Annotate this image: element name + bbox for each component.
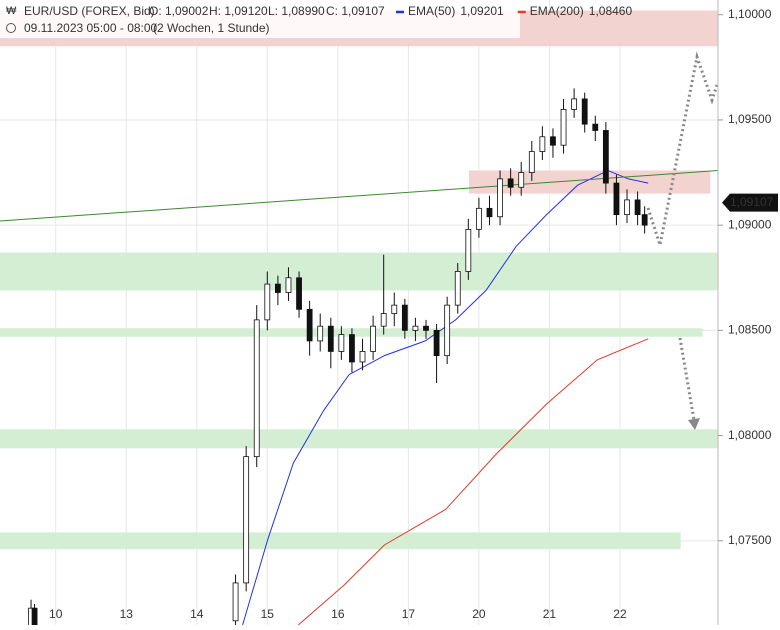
candle-body: [613, 182, 620, 216]
candle-body: [264, 283, 271, 321]
candle-body: [465, 228, 472, 272]
x-tick-label: 10: [49, 607, 63, 621]
candle-body: [423, 325, 429, 331]
ohlc-label: H: 1,09120: [209, 4, 268, 18]
line: [297, 338, 649, 625]
candle-body: [592, 123, 599, 131]
x-tick-label: 15: [261, 607, 275, 621]
zone: [0, 252, 718, 291]
candle-body: [486, 207, 493, 218]
marks: [0, 88, 718, 625]
legend: EMA(50) 1,09201 EMA(200) 1,08460: [396, 4, 632, 18]
axis: 1,07500 1,08000 1,08500 1,09000 1,09500 1,100…: [49, 7, 778, 621]
x-tick-label: 20: [472, 607, 486, 621]
candle-body: [243, 456, 250, 584]
candle-body: [518, 172, 525, 188]
candle-body: [370, 325, 377, 352]
projection-up: [646, 51, 720, 251]
candle-body: [602, 130, 609, 184]
chart-title: EUR/USD (FOREX, Bid): [24, 4, 155, 18]
candle-body: [444, 304, 451, 357]
header-bg: [0, 0, 520, 38]
line: [0, 170, 718, 222]
clock-icon: [6, 23, 16, 33]
x-tick-label: 17: [402, 607, 416, 621]
price-tag: [722, 193, 778, 212]
candle-body: [232, 582, 239, 622]
candle-body: [497, 178, 503, 218]
legend-label: EMA(50): [408, 4, 455, 18]
ohlc-label: O: 1,09002: [149, 4, 209, 18]
candle-body: [539, 136, 546, 152]
subtitle: 09.11.2023 05:00 - 08:00: [24, 21, 158, 35]
zones: [0, 10, 718, 550]
candle-body: [560, 109, 567, 146]
candle-body: [571, 98, 578, 110]
x-tick-label: 14: [190, 607, 204, 621]
y-tick-label: 1,10000: [728, 7, 772, 21]
y-tick-label: 1,08000: [728, 428, 772, 442]
candle-body: [581, 98, 588, 125]
candle-body: [31, 607, 38, 625]
candle-body: [634, 199, 641, 216]
candle-body: [454, 271, 461, 306]
candle-body: [528, 151, 535, 173]
candle-body: [380, 313, 387, 327]
candle-body: [349, 334, 355, 363]
line: [242, 169, 649, 625]
legend-value: 1,08460: [589, 4, 633, 18]
legend-label: EMA(200): [530, 4, 584, 18]
x-tick-label: 22: [613, 607, 627, 621]
zone: [469, 170, 711, 194]
candle-body: [412, 325, 419, 331]
candle-body: [433, 329, 440, 357]
candle-body: [306, 308, 313, 342]
candle-body: [274, 283, 281, 293]
candle-body: [391, 304, 398, 314]
projections: [646, 51, 720, 421]
zone: [0, 328, 703, 337]
y-tick-label: 1,09500: [728, 112, 772, 126]
legend-value: 1,09201: [460, 4, 504, 18]
candle-body: [550, 136, 556, 146]
x-tick-label: 13: [120, 607, 134, 621]
price-tag-label: 1,09107: [730, 195, 774, 209]
candle-body: [507, 178, 514, 188]
ohlc-label: C: 1,09107: [326, 4, 385, 18]
chart-icon: ₩: [6, 5, 17, 17]
zone: [0, 532, 681, 550]
period: (2 Wochen, 1 Stunde): [153, 21, 270, 35]
x-tick-label: 16: [331, 607, 345, 621]
candle-body: [641, 214, 648, 226]
y-tick-label: 1,08500: [728, 323, 772, 337]
candle-body: [285, 277, 292, 293]
candle-body: [317, 325, 324, 342]
candle-body: [327, 325, 334, 352]
x-tick-label: 21: [543, 607, 557, 621]
ohlc-label: L: 1,08990: [268, 4, 325, 18]
projection-down: [678, 337, 696, 421]
candle-body: [401, 304, 408, 331]
zone: [0, 429, 718, 449]
candle-body: [359, 351, 366, 363]
candle-body: [296, 277, 302, 310]
candle-body: [338, 334, 345, 352]
arrow-head: [688, 418, 700, 430]
candle-body: [253, 319, 260, 458]
candle-body: [476, 207, 482, 230]
y-tick-label: 1,09000: [728, 217, 772, 231]
y-tick-label: 1,07500: [728, 533, 772, 547]
grid: [0, 0, 718, 625]
candle-body: [624, 199, 630, 216]
